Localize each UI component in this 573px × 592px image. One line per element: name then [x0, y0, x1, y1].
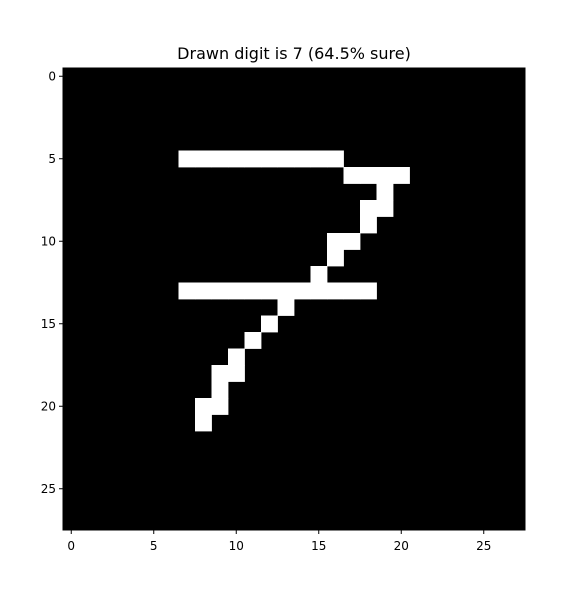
- white-pixel: [376, 167, 394, 184]
- white-pixel: [277, 282, 295, 300]
- white-pixel: [294, 150, 311, 168]
- white-pixel: [211, 398, 229, 415]
- white-pixel: [343, 233, 361, 250]
- x-tick-label: 5: [150, 539, 158, 553]
- pixel-layer: [178, 150, 410, 432]
- white-pixel: [211, 282, 229, 300]
- white-pixel: [310, 282, 328, 300]
- white-pixel: [195, 398, 212, 415]
- white-pixel: [343, 282, 361, 300]
- white-pixel: [195, 150, 212, 168]
- white-pixel: [360, 282, 377, 300]
- white-pixel: [327, 233, 344, 250]
- x-tick-label: 10: [229, 539, 244, 553]
- white-pixel: [310, 150, 328, 168]
- white-pixel: [211, 150, 229, 168]
- white-pixel: [327, 282, 344, 300]
- white-pixel: [393, 167, 410, 184]
- white-pixel: [360, 200, 377, 217]
- white-pixel: [244, 282, 262, 300]
- white-pixel: [211, 381, 229, 399]
- white-pixel: [228, 150, 245, 168]
- x-axis: 0 5 10 15 20 25: [67, 530, 491, 553]
- white-pixel: [228, 348, 245, 366]
- y-axis: 0 5 10 15 20 25: [41, 69, 63, 496]
- white-pixel: [195, 414, 212, 432]
- plot-area: [62, 67, 526, 531]
- white-pixel: [178, 282, 196, 300]
- y-tick-label: 0: [48, 69, 56, 83]
- white-pixel: [294, 282, 311, 300]
- white-pixel: [261, 315, 278, 333]
- y-tick-label: 15: [41, 317, 56, 331]
- white-pixel: [277, 150, 295, 168]
- white-pixel: [327, 150, 344, 168]
- y-tick-label: 20: [41, 399, 56, 413]
- x-tick-label: 15: [311, 539, 326, 553]
- white-pixel: [244, 150, 262, 168]
- white-pixel: [343, 167, 361, 184]
- white-pixel: [228, 282, 245, 300]
- white-pixel: [360, 167, 377, 184]
- white-pixel: [376, 200, 394, 217]
- white-pixel: [261, 150, 278, 168]
- x-tick-label: 0: [67, 539, 75, 553]
- white-pixel: [360, 216, 377, 234]
- white-pixel: [228, 365, 245, 382]
- white-pixel: [277, 299, 295, 316]
- white-pixel: [261, 282, 278, 300]
- x-tick-label: 25: [476, 539, 491, 553]
- white-pixel: [211, 365, 229, 382]
- axes-frame: [62, 67, 526, 531]
- white-pixel: [327, 249, 344, 267]
- white-pixel: [195, 282, 212, 300]
- y-tick-label: 25: [41, 482, 56, 496]
- white-pixel: [178, 150, 196, 168]
- white-pixel: [310, 266, 328, 283]
- y-tick-label: 5: [48, 152, 56, 166]
- white-pixel: [244, 332, 262, 349]
- x-tick-label: 20: [394, 539, 409, 553]
- y-tick-label: 10: [41, 234, 56, 248]
- white-pixel: [376, 183, 394, 201]
- chart-title: Drawn digit is 7 (64.5% sure): [177, 44, 411, 63]
